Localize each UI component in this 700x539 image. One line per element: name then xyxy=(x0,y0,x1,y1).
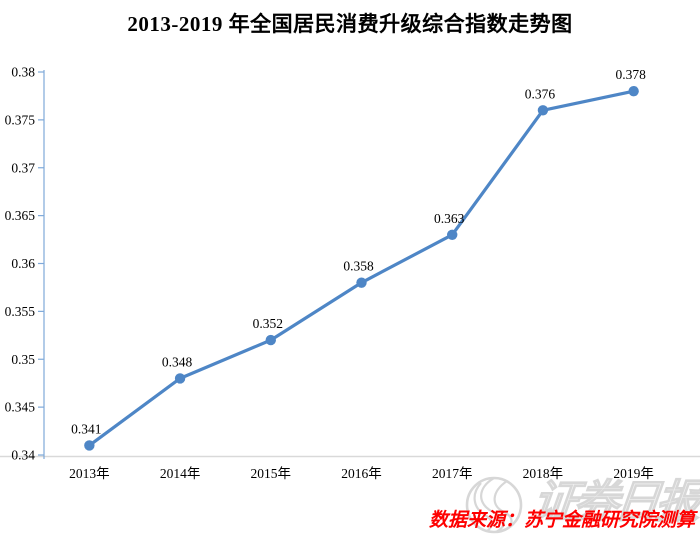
x-axis-label: 2016年 xyxy=(341,466,382,481)
y-axis-tick-label: 0.37 xyxy=(11,160,35,175)
x-axis-label: 2019年 xyxy=(613,466,654,481)
data-source-note: 数据来源：苏宁金融研究院测算 xyxy=(428,510,695,531)
y-axis-tick-label: 0.36 xyxy=(11,256,35,271)
data-point-label: 0.378 xyxy=(615,67,646,82)
y-axis-tick-label: 0.34 xyxy=(11,448,35,463)
chart-title: 2013-2019 年全国居民消费升级综合指数走势图 xyxy=(127,12,573,36)
y-axis-tick-label: 0.355 xyxy=(5,304,36,319)
y-axis-tick-label: 0.35 xyxy=(11,352,35,367)
y-axis-tick-label: 0.375 xyxy=(5,112,36,127)
x-axis-label: 2015年 xyxy=(251,466,292,481)
y-axis-tick-label: 0.345 xyxy=(5,400,36,415)
data-point xyxy=(174,373,186,384)
data-point xyxy=(265,334,276,346)
x-axis-label: 2018年 xyxy=(523,466,564,481)
data-point xyxy=(628,85,639,97)
x-axis-label: 2017年 xyxy=(432,466,473,481)
y-axis-tick-label: 0.365 xyxy=(5,208,36,223)
data-point-label: 0.352 xyxy=(253,316,283,331)
data-point-label: 0.363 xyxy=(434,211,465,226)
data-point xyxy=(447,229,458,240)
data-point xyxy=(356,277,367,288)
data-point-label: 0.341 xyxy=(71,421,101,436)
data-point-label: 0.348 xyxy=(162,354,193,369)
x-axis-label: 2014年 xyxy=(160,466,201,481)
data-point-label: 0.358 xyxy=(343,259,374,274)
data-point xyxy=(537,105,549,116)
data-point-label: 0.376 xyxy=(525,86,556,101)
x-axis-label: 2013年 xyxy=(69,466,110,481)
y-axis-tick-label: 0.38 xyxy=(11,65,35,80)
data-point xyxy=(84,440,95,451)
